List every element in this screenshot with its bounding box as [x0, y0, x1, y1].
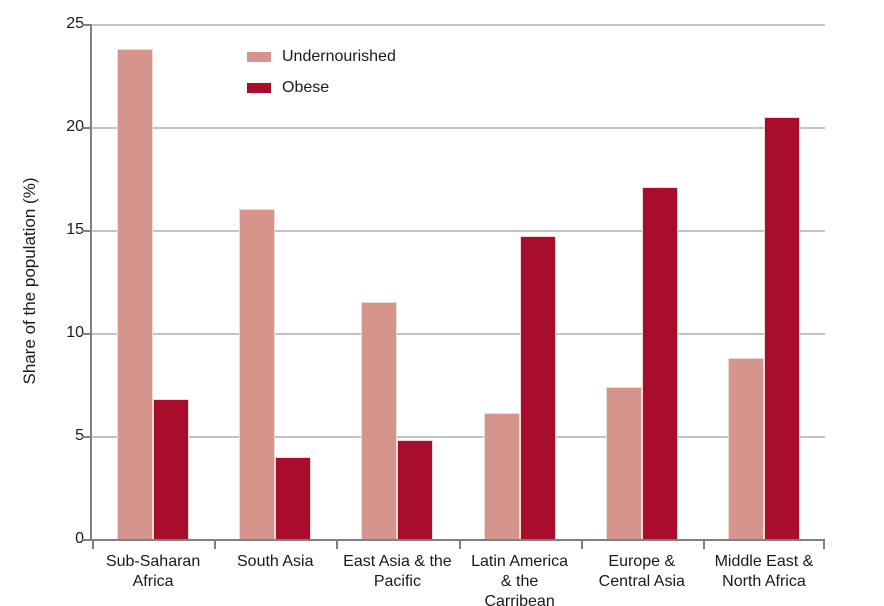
x-axis-category-label: Sub-Saharan Africa	[105, 553, 201, 590]
x-tick-mark	[92, 541, 94, 549]
x-tick-mark	[823, 541, 825, 549]
x-axis-category-label: East Asia & the Pacific	[343, 553, 452, 590]
bar-group	[336, 24, 458, 539]
bar-undernourished	[605, 386, 642, 539]
bar-obese	[275, 456, 312, 539]
y-tick-mark	[82, 539, 90, 541]
bar-obese	[519, 236, 556, 539]
x-axis-category-label: Latin America & the Carribean	[471, 553, 569, 606]
bar-group	[581, 24, 703, 539]
legend-label: Obese	[282, 79, 330, 96]
gridline-25	[92, 24, 825, 26]
y-tick-mark	[82, 24, 90, 26]
bar-obese	[153, 398, 190, 539]
bar-obese	[763, 116, 800, 539]
y-tick-label-20: 20	[66, 118, 84, 135]
bar-undernourished	[483, 413, 520, 539]
y-tick-mark	[82, 333, 90, 335]
y-tick-label-0: 0	[75, 530, 84, 547]
legend-item-undernourished: Undernourished	[247, 44, 396, 70]
x-tick-mark	[458, 541, 461, 549]
y-tick-label-15: 15	[66, 221, 84, 238]
x-tick-mark	[702, 541, 705, 549]
bars-layer	[92, 24, 825, 539]
y-tick-label-10: 10	[66, 324, 84, 341]
bar-obese	[641, 186, 678, 539]
legend-swatch-obese	[247, 83, 271, 93]
gridline-10	[92, 333, 825, 335]
bar-group	[214, 24, 336, 539]
bar-group	[459, 24, 581, 539]
x-axis-category-label: Middle East & North Africa	[714, 553, 814, 590]
y-tick-mark	[82, 230, 90, 232]
gridline-15	[92, 230, 825, 232]
y-tick-mark	[82, 127, 90, 129]
bar-undernourished	[361, 302, 398, 539]
y-axis-title: Share of the population (%)	[20, 177, 39, 385]
legend-item-obese: Obese	[247, 75, 396, 101]
y-tick-label-5: 5	[75, 427, 84, 444]
y-tick-mark	[82, 436, 90, 438]
bar-obese	[397, 440, 434, 539]
x-axis-category-labels: Sub-Saharan Africa South Asia East Asia & …	[92, 552, 825, 606]
gridline-20	[92, 127, 825, 129]
x-tick-mark	[580, 541, 583, 549]
x-axis-category-label: Europe & Central Asia	[598, 553, 685, 590]
gridline-5	[92, 436, 825, 438]
x-axis-category-label: South Asia	[237, 553, 314, 570]
legend-label: Undernourished	[282, 48, 396, 65]
y-tick-label-25: 25	[66, 15, 84, 32]
bar-group	[92, 24, 214, 539]
bar-undernourished	[727, 357, 764, 539]
bar-undernourished	[239, 209, 276, 539]
plot-area: Undernourished Obese	[90, 24, 825, 541]
bar-group	[703, 24, 825, 539]
x-tick-mark	[336, 541, 339, 549]
bar-undernourished	[117, 48, 154, 539]
x-tick-mark	[214, 541, 217, 549]
legend: Undernourished Obese	[247, 44, 396, 106]
legend-swatch-undernourished	[247, 52, 271, 62]
